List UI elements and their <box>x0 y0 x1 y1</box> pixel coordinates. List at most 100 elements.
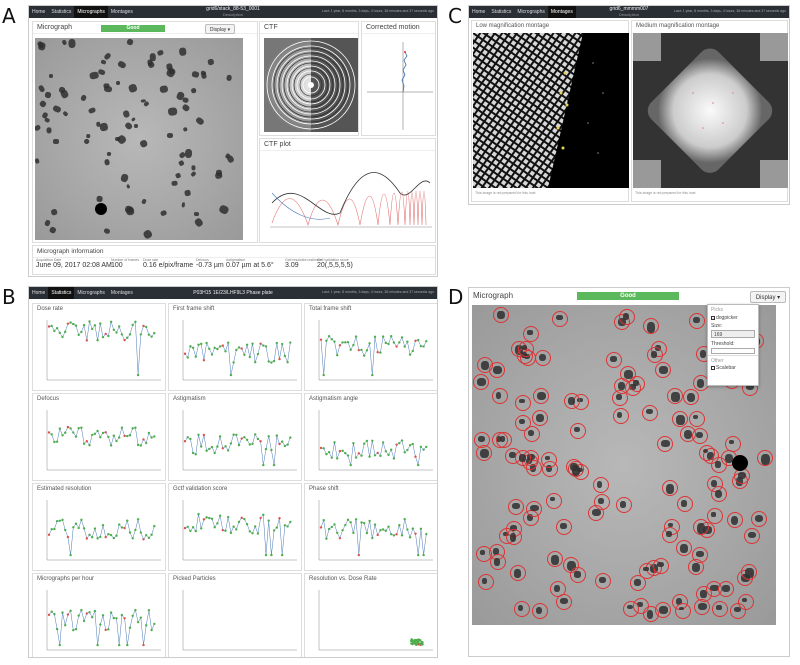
stat-plot-chart[interactable] <box>307 408 437 480</box>
pick-circle[interactable] <box>656 435 673 452</box>
size-input[interactable]: 169 <box>711 330 755 338</box>
pick-circle[interactable] <box>698 444 715 461</box>
pick-circle[interactable] <box>593 494 610 511</box>
micrograph-image[interactable] <box>35 38 243 240</box>
pick-circle[interactable] <box>676 539 693 556</box>
stat-plot-chart[interactable] <box>171 318 301 390</box>
pick-circle[interactable] <box>707 508 724 525</box>
pick-circle[interactable] <box>662 527 679 544</box>
pick-circle[interactable] <box>567 461 584 478</box>
scalebar-option[interactable]: Scalebar <box>708 364 758 372</box>
display-button[interactable]: Display ▾ <box>205 24 235 34</box>
pick-circle[interactable] <box>514 449 531 466</box>
pick-circle[interactable] <box>491 387 508 404</box>
pick-circle[interactable] <box>513 600 530 617</box>
pick-circle[interactable] <box>489 361 506 378</box>
dogpicker-checkbox[interactable]: ✓ <box>711 316 716 321</box>
pick-circle[interactable] <box>531 602 548 619</box>
pick-circle[interactable] <box>741 563 758 580</box>
pick-circle[interactable] <box>522 326 539 343</box>
pick-circle[interactable] <box>643 318 660 335</box>
pick-circle[interactable] <box>620 366 637 383</box>
pick-circle[interactable] <box>514 414 531 431</box>
pick-circle[interactable] <box>628 376 645 393</box>
low-mag-montage-image[interactable] <box>473 33 629 188</box>
stat-plot-chart[interactable] <box>307 318 437 390</box>
pick-circle[interactable] <box>540 451 557 468</box>
pick-circle[interactable] <box>556 519 573 536</box>
pick-circle[interactable] <box>726 511 743 528</box>
pick-circle[interactable] <box>606 352 623 369</box>
pick-circle[interactable] <box>556 593 573 610</box>
pick-circle[interactable] <box>639 563 656 580</box>
pick-circle[interactable] <box>594 572 611 589</box>
pick-circle[interactable] <box>642 606 659 623</box>
pick-circle[interactable] <box>532 409 549 426</box>
pick-circle[interactable] <box>689 312 706 329</box>
pick-circle[interactable] <box>750 510 767 527</box>
nav-micrographs-tab[interactable]: Micrographs <box>74 6 108 18</box>
pick-circle[interactable] <box>622 600 639 617</box>
pick-circle[interactable] <box>692 519 709 536</box>
pick-circle[interactable] <box>476 444 493 461</box>
pick-circle[interactable] <box>517 341 534 358</box>
pick-circle[interactable] <box>496 432 513 449</box>
pick-circle[interactable] <box>675 602 692 619</box>
pick-circle[interactable] <box>612 408 629 425</box>
pick-circle[interactable] <box>688 410 705 427</box>
pick-circle[interactable] <box>533 387 550 404</box>
nav-statistics-tab[interactable]: Statistics <box>491 9 512 15</box>
pick-circle[interactable] <box>654 362 671 379</box>
nav-micrographs-tab[interactable]: Micrographs <box>517 9 545 15</box>
pick-circle[interactable] <box>525 500 542 517</box>
nav-statistics-tab[interactable]: Statistics <box>51 9 72 15</box>
pick-circle[interactable] <box>691 546 708 563</box>
stat-plot-chart[interactable] <box>35 498 165 570</box>
pick-circle[interactable] <box>641 404 658 421</box>
pick-circle[interactable] <box>478 574 495 591</box>
threshold-input[interactable] <box>711 348 755 354</box>
pick-circle[interactable] <box>472 374 489 391</box>
pick-circle[interactable] <box>515 394 532 411</box>
nav-montages-tab[interactable]: Montages <box>110 9 133 15</box>
stat-plot-chart[interactable] <box>35 588 165 658</box>
pick-circle[interactable] <box>547 550 564 567</box>
pick-circle[interactable] <box>682 388 699 405</box>
pick-circle[interactable] <box>490 554 507 571</box>
stat-plot-chart[interactable] <box>35 408 165 480</box>
pick-circle[interactable] <box>710 486 727 503</box>
pick-circle[interactable] <box>711 457 728 474</box>
nav-home-tab[interactable]: Home <box>32 9 46 15</box>
pick-circle[interactable] <box>592 477 609 494</box>
display-button[interactable]: Display ▾ <box>750 291 786 303</box>
stat-plot-chart[interactable] <box>307 588 437 658</box>
pick-circle[interactable] <box>672 411 689 428</box>
pick-circle[interactable] <box>629 575 646 592</box>
pick-circle[interactable] <box>718 581 735 598</box>
stat-plot-chart[interactable] <box>35 318 165 390</box>
pick-circle[interactable] <box>507 498 524 515</box>
stat-plot-chart[interactable] <box>171 498 301 570</box>
pick-circle[interactable] <box>569 567 586 584</box>
nav-home-tab[interactable]: Home <box>472 9 486 15</box>
nav-statistics-tab[interactable]: Statistics <box>48 287 75 299</box>
stat-plot-chart[interactable] <box>171 408 301 480</box>
pick-circle[interactable] <box>618 308 635 325</box>
nav-montages-tab[interactable]: Montages <box>110 290 133 296</box>
pick-circle[interactable] <box>729 603 746 620</box>
medium-mag-montage-image[interactable] <box>633 33 788 188</box>
pick-circle[interactable] <box>570 422 587 439</box>
pick-circle[interactable] <box>667 388 684 404</box>
pick-circle[interactable] <box>661 479 678 496</box>
pick-circle[interactable] <box>493 306 510 323</box>
nav-montages-tab[interactable]: Montages <box>547 6 576 18</box>
pick-circle[interactable] <box>691 427 708 444</box>
pick-circle[interactable] <box>552 310 569 327</box>
pick-circle[interactable] <box>711 601 728 618</box>
pick-circle[interactable] <box>653 557 669 574</box>
pick-circle[interactable] <box>756 450 773 467</box>
pick-circle[interactable] <box>476 545 493 562</box>
pick-circle[interactable] <box>647 346 664 363</box>
stat-plot-chart[interactable] <box>171 588 301 658</box>
nav-micrographs-tab[interactable]: Micrographs <box>77 290 105 296</box>
